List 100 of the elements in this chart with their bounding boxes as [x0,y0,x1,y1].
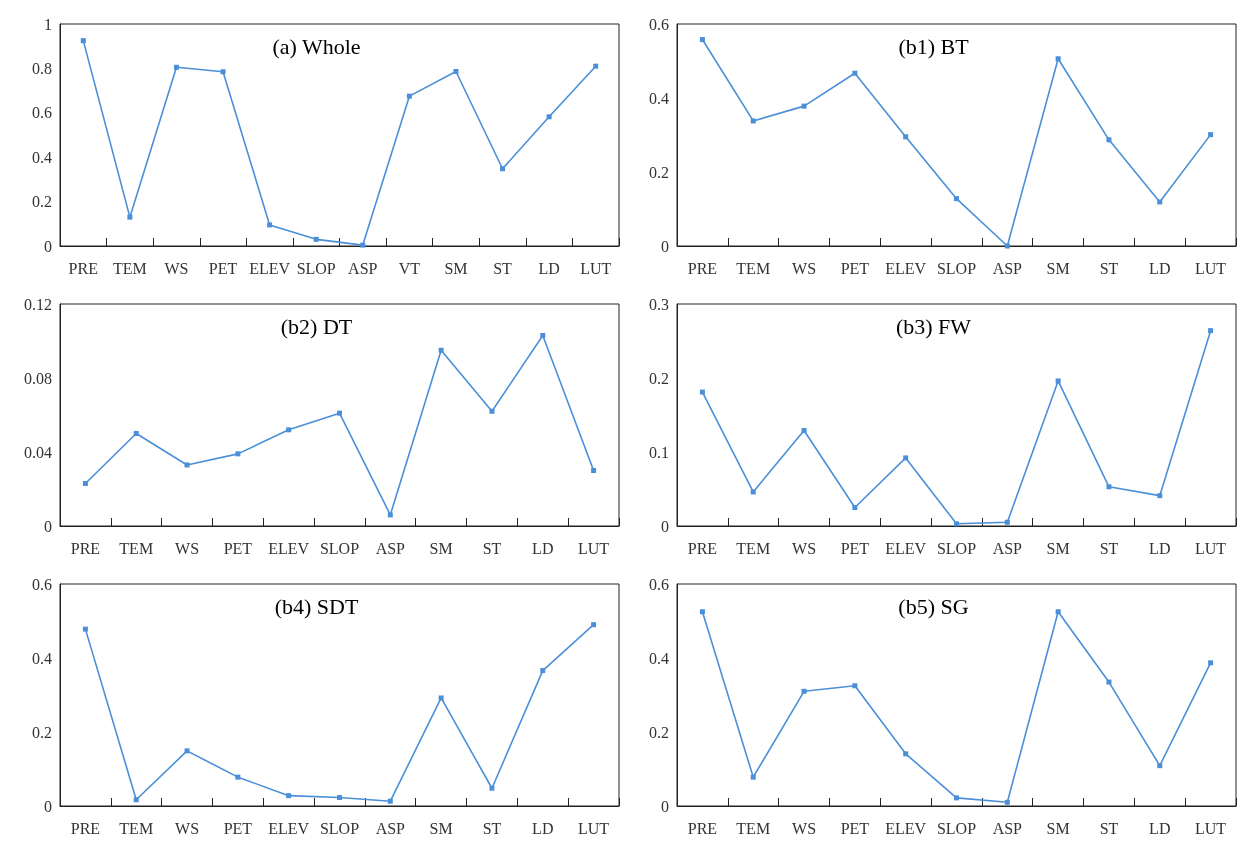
point [127,214,133,220]
y-tick-label: 0.2 [649,163,669,181]
x-tick-label: ELEV [885,819,927,837]
point [1055,56,1061,62]
point [699,389,705,395]
point [286,793,292,799]
x-tick-label: SLOP [936,259,977,277]
point [313,236,319,242]
y-tick-label: 0 [661,237,669,255]
x-tick-label: PRE [70,539,101,557]
x-tick-label: LUT [1195,819,1227,837]
point [954,795,959,801]
y-tick-label: 0.2 [649,723,669,741]
x-tick-label: ELEV [885,539,927,557]
chart-title: (b1) BT [898,33,970,59]
point [852,70,858,76]
x-tick-label: LD [538,259,560,277]
point [903,134,909,140]
point [1004,243,1010,249]
x-tick-label: LUT [578,819,610,837]
y-tick-label: 0.8 [32,59,52,77]
chart-title: (b5) SG [898,593,969,619]
x-tick-label: ASP [992,259,1023,277]
x-tick-label: ELEV [268,539,310,557]
point [1208,328,1214,334]
x-tick-label: WS [175,819,200,837]
x-tick-label: LUT [1195,259,1227,277]
point [82,480,88,486]
x-tick-label: ASP [992,539,1023,557]
point [1004,799,1010,805]
x-tick-label: SM [429,539,453,557]
point [453,69,459,75]
y-tick-label: 0.6 [32,104,52,122]
x-tick-label: ST [482,819,502,837]
x-tick-label: PRE [687,259,718,277]
chart-title: (a) Whole [272,33,361,59]
point [267,222,273,228]
x-tick-label: LUT [580,259,612,277]
x-tick-label: SM [1046,539,1070,557]
y-tick-label: 0 [661,797,669,815]
y-tick-label: 0.6 [649,15,669,33]
point [801,428,807,434]
x-tick-label: VT [398,259,421,277]
x-tick-label: PRE [70,819,101,837]
x-tick-label: ST [1099,259,1119,277]
point [801,688,807,694]
point [1208,132,1214,138]
point [184,748,190,754]
point [82,626,88,632]
point [406,93,412,99]
x-tick-label: TEM [119,539,154,557]
point [852,505,858,510]
point [750,118,756,124]
y-tick-label: 0 [44,517,52,535]
x-tick-label: LUT [578,539,610,557]
y-tick-label: 0.12 [24,295,52,313]
x-tick-label: WS [175,539,200,557]
x-tick-label: PET [840,819,870,837]
x-tick-label: ST [493,259,513,277]
point [337,794,342,800]
x-tick-label: ELEV [885,259,927,277]
point [903,455,909,461]
point [220,69,226,75]
x-tick-label: ELEV [249,259,291,277]
chart-title: (b2) DT [280,313,353,339]
point [699,609,705,615]
x-tick-label: ASP [348,259,378,277]
x-tick-label: LD [1149,539,1171,557]
y-tick-label: 0.4 [32,148,52,166]
x-tick-label: LD [532,819,554,837]
y-tick-label: 0.4 [649,89,669,107]
point [1208,660,1214,666]
point [954,521,959,527]
chart-title: (b4) SDT [274,593,359,619]
point [235,451,241,457]
point [337,410,342,416]
point [699,37,705,43]
point [1157,199,1163,205]
y-tick-label: 0.3 [649,295,669,313]
y-tick-label: 0.2 [649,369,669,387]
point [852,683,858,689]
point [387,512,393,518]
point [540,668,546,674]
point [591,468,597,473]
y-tick-label: 1 [44,15,52,33]
point [954,196,959,202]
x-tick-label: PET [223,539,253,557]
x-tick-label: ST [1099,539,1119,557]
point [173,64,179,70]
point [903,751,909,757]
x-tick-label: SM [1046,259,1070,277]
x-tick-label: SM [1046,819,1070,837]
chart-title: (b3) FW [895,313,972,339]
y-tick-label: 0 [44,237,52,255]
point [438,347,444,353]
point [133,431,139,436]
x-tick-label: LD [532,539,554,557]
point [1055,378,1061,384]
x-tick-label: TEM [736,259,771,277]
y-tick-label: 0.04 [24,443,52,461]
